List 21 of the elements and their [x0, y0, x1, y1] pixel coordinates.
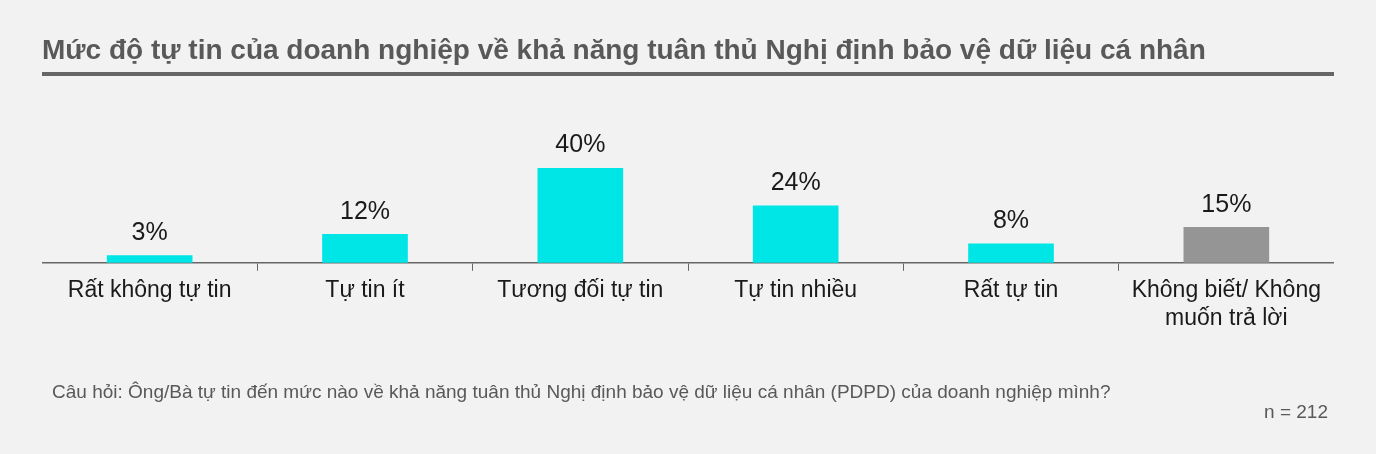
- bar: [752, 205, 839, 263]
- bar: [322, 234, 408, 263]
- data-label: 24%: [770, 167, 821, 196]
- data-label: 12%: [339, 195, 391, 224]
- x-tick-label: Không biết/ Không muốn trả lời: [1131, 275, 1321, 330]
- data-label: 40%: [555, 129, 606, 158]
- bar: [106, 255, 193, 263]
- bar: [968, 243, 1054, 263]
- text: Câu hỏi: Ông/Bà tự tin đến mức nào về khả năng tuân thủ Nghị định bảo vệ dữ liệu cá nhân (PDPD) của doanh nghiệp mình?: [52, 380, 1112, 404]
- chart-title: Mức độ tự tin của doanh nghiệp về khả năng tuân thủ Nghị định bảo vệ dữ liệu cá nhân: [42, 34, 1207, 66]
- bar: [1183, 226, 1270, 263]
- x-tick-label: Tự tin ít: [325, 275, 406, 302]
- data-label: 3%: [131, 217, 168, 246]
- x-tick-label: Rất tự tin: [963, 275, 1059, 302]
- x-tick-label: Rất không tự tin: [67, 275, 232, 302]
- data-label: 8%: [992, 205, 1030, 234]
- x-tick-label: Tự tin nhiều: [734, 275, 858, 302]
- bar: [537, 168, 624, 263]
- x-tick-label: Tương đối tự tin: [497, 275, 664, 302]
- data-label: 15%: [1201, 188, 1252, 217]
- text: n = 212: [1264, 401, 1328, 423]
